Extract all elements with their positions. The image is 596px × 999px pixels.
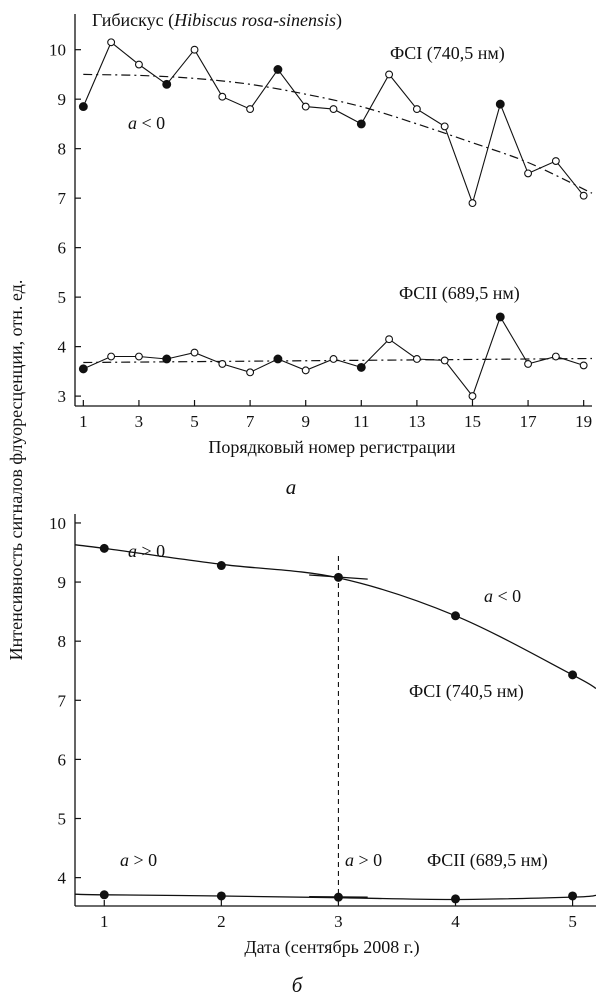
y-tick-label: 5 (58, 288, 67, 307)
chart-b: 1 2 3 4 5 4 5 6 7 8 9 10 a > 0 a < 0 ФСI (740,5 нм) a >… (49, 514, 596, 997)
y-tick-label: 3 (58, 387, 67, 406)
data-point (440, 356, 449, 365)
data-point-filled (568, 670, 578, 680)
data-point (218, 359, 227, 368)
data-point-filled (568, 891, 578, 901)
data-point (412, 105, 421, 114)
data-point (190, 348, 199, 357)
data-point-filled (356, 119, 366, 129)
x-tick-label: 1 (100, 912, 109, 931)
data-point (190, 45, 199, 54)
data-point (440, 122, 449, 131)
annotation-a-negative: a < 0 (128, 113, 165, 133)
data-point (107, 352, 116, 361)
chart-a-title: Гибискус (Hibiscus rosa-sinensis) (92, 10, 342, 31)
x-tick-label: 13 (408, 412, 425, 431)
data-point (329, 355, 338, 363)
data-point-filled (356, 362, 366, 372)
data-point-filled (451, 894, 461, 904)
panel-label-b: б (292, 973, 304, 997)
data-point-filled (216, 891, 226, 901)
data-point (524, 359, 533, 368)
x-axis-label-b: Дата (сентябрь 2008 г.) (244, 937, 419, 958)
data-point (301, 366, 310, 375)
data-point-filled (216, 561, 226, 571)
x-tick-label: 11 (353, 412, 369, 431)
y-tick-label: 7 (58, 189, 67, 208)
data-point (579, 361, 588, 370)
data-point-filled (162, 79, 172, 89)
trend-curve-fsi (74, 544, 596, 690)
y-tick-label: 7 (58, 691, 67, 710)
data-point (551, 157, 560, 165)
data-point (134, 60, 143, 69)
data-point (551, 352, 560, 361)
data-point (412, 355, 421, 363)
x-tick-label: 3 (135, 412, 144, 431)
annotation-a-positive-fsii-left: a > 0 (120, 850, 157, 870)
x-tick-label: 9 (301, 412, 310, 431)
y-tick-label: 4 (58, 338, 67, 357)
data-point-filled (273, 65, 283, 74)
y-tick-label: 10 (49, 514, 66, 533)
data-point-filled (451, 611, 461, 621)
data-point-filled (333, 572, 343, 582)
data-point (329, 105, 338, 114)
data-point (385, 335, 394, 344)
annotation-a-positive-fsi: a > 0 (128, 541, 165, 561)
data-point-filled (162, 354, 172, 364)
data-point (107, 38, 116, 47)
data-point-filled (99, 890, 109, 900)
y-tick-label: 10 (49, 41, 66, 60)
x-tick-label: 5 (190, 412, 199, 431)
data-point-filled (495, 312, 505, 322)
series-label-fsii-b: ФСII (689,5 нм) (427, 850, 548, 871)
x-tick-label: 19 (575, 412, 592, 431)
annotation-a-positive-fsii-right: a > 0 (345, 850, 382, 870)
y-tick-label: 8 (58, 632, 67, 651)
trend-line-fsi (83, 73, 593, 194)
data-point-filled (495, 99, 505, 109)
annotation-a-negative-fsi: a < 0 (484, 586, 521, 606)
series-label-fsii: ФСII (689,5 нм) (399, 283, 520, 304)
x-tick-label: 1 (79, 412, 88, 431)
data-point (246, 105, 255, 114)
data-point-filled (333, 892, 343, 902)
x-axis-label-a: Порядковый номер регистрации (208, 437, 455, 457)
y-tick-label: 5 (58, 810, 67, 829)
y-tick-label: 6 (58, 239, 67, 258)
x-tick-label: 5 (568, 912, 577, 931)
x-tick-label: 2 (217, 912, 226, 931)
y-tick-label: 4 (58, 869, 67, 888)
y-axis-label: Интенсивность сигналов флуоресценции, от… (6, 280, 26, 661)
data-point (524, 169, 533, 178)
y-tick-label: 8 (58, 140, 67, 159)
x-tick-label: 3 (334, 912, 343, 931)
x-tick-label: 4 (451, 912, 460, 931)
data-point (468, 392, 477, 401)
data-point (246, 368, 255, 377)
data-point (579, 191, 588, 200)
data-point (468, 199, 477, 208)
series-label-fsi-b: ФСI (740,5 нм) (409, 681, 524, 702)
data-point (134, 352, 143, 361)
data-point-filled (273, 354, 283, 364)
y-tick-label: 9 (58, 573, 67, 592)
x-tick-label: 17 (520, 412, 538, 431)
data-point-filled (99, 543, 109, 553)
panel-label-a: a (286, 475, 297, 499)
data-point (301, 102, 310, 111)
data-point (385, 70, 394, 79)
data-point-filled (78, 102, 88, 112)
x-tick-label: 7 (246, 412, 255, 431)
x-tick-label: 15 (464, 412, 481, 431)
data-point-filled (78, 364, 88, 374)
y-tick-label: 9 (58, 90, 67, 109)
data-point (218, 92, 227, 101)
y-tick-label: 6 (58, 750, 67, 769)
series-label-fsi: ФСI (740,5 нм) (390, 43, 505, 64)
